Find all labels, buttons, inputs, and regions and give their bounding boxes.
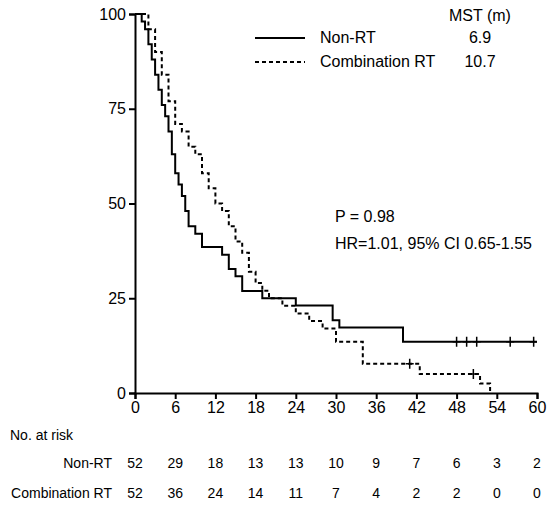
- censor-mark: [530, 337, 537, 347]
- at-risk-row-label: Non-RT: [63, 455, 112, 471]
- y-tick: 100: [99, 6, 135, 23]
- y-tick-mark: [129, 108, 135, 110]
- y-tick: 50: [108, 195, 135, 212]
- y-tick-label: 100: [99, 6, 126, 23]
- legend-swatch: [255, 37, 305, 39]
- x-tick: 48: [448, 393, 466, 416]
- y-tick-label: 75: [108, 100, 126, 117]
- x-tick-mark: [336, 393, 338, 399]
- at-risk-count: 11: [289, 485, 304, 501]
- x-tick: 54: [488, 393, 506, 416]
- x-tick-mark: [456, 393, 458, 399]
- x-tick-label: 12: [207, 399, 225, 416]
- x-tick: 36: [368, 393, 386, 416]
- x-tick: 12: [207, 393, 225, 416]
- at-risk-count: 29: [167, 455, 183, 471]
- y-tick-mark: [129, 298, 135, 300]
- annotations: P = 0.98 HR=1.01, 95% CI 0.65-1.55: [335, 208, 532, 252]
- x-tick-mark: [175, 393, 177, 399]
- legend-title: MST (m): [449, 7, 511, 24]
- x-tick-mark: [416, 393, 418, 399]
- y-axis: 0 25 50 75 100: [99, 6, 135, 402]
- at-risk-count: 0: [533, 485, 541, 501]
- censor-mark: [506, 337, 514, 347]
- censor-mark: [469, 369, 477, 379]
- at-risk-count: 2: [453, 485, 461, 501]
- y-tick-label: 25: [108, 290, 126, 307]
- annotation: P = 0.98: [335, 208, 395, 225]
- at-risk-title: No. at risk: [10, 427, 74, 443]
- x-axis-line: [136, 394, 538, 400]
- x-tick-label: 30: [328, 399, 346, 416]
- at-risk-count: 7: [332, 485, 340, 501]
- y-tick-mark: [129, 393, 135, 395]
- survival-curve: [135, 14, 490, 393]
- at-risk-count: 4: [372, 485, 380, 501]
- x-tick: 24: [287, 393, 305, 416]
- at-risk-count: 14: [248, 485, 264, 501]
- at-risk-table: No. at risk Non-RT 52 29 18 13 13 10 9 7 6 3 2 Combin…: [10, 427, 541, 501]
- at-risk-count: 3: [493, 455, 501, 471]
- x-tick-mark: [376, 393, 378, 399]
- x-tick: 0: [131, 393, 140, 416]
- legend: MST (m) Non-RT 6.9 Combination RT 10.7: [255, 7, 511, 70]
- censor-mark: [473, 337, 481, 347]
- y-axis-line: [129, 15, 136, 394]
- x-tick-mark: [537, 393, 539, 399]
- censor-mark: [463, 337, 471, 347]
- x-tick-label: 6: [171, 399, 180, 416]
- at-risk-count: 36: [167, 485, 183, 501]
- x-tick: 30: [328, 393, 346, 416]
- y-tick-mark: [129, 14, 135, 16]
- x-tick-label: 0: [131, 399, 140, 416]
- at-risk-count: 7: [413, 455, 421, 471]
- x-tick-mark: [255, 393, 257, 399]
- x-tick-mark: [496, 393, 498, 399]
- y-tick-mark: [129, 203, 135, 205]
- x-tick-label: 42: [408, 399, 426, 416]
- legend-swatch: [255, 61, 305, 63]
- x-tick-mark: [215, 393, 217, 399]
- chart: 025507510006121824303642485460MST (m)Non…: [0, 0, 550, 511]
- at-risk-row-label: Combination RT: [11, 485, 112, 501]
- y-tick-label: 0: [117, 385, 126, 402]
- x-tick: 60: [529, 393, 547, 416]
- y-tick: 75: [108, 100, 135, 117]
- legend-label: Non-RT: [320, 29, 376, 46]
- x-tick: 18: [247, 393, 265, 416]
- censor-mark: [406, 359, 414, 369]
- x-tick-mark: [295, 393, 297, 399]
- at-risk-count: 6: [453, 455, 461, 471]
- annotation: HR=1.01, 95% CI 0.65-1.55: [335, 235, 532, 252]
- at-risk-count: 0: [493, 485, 501, 501]
- at-risk-count: 18: [208, 455, 224, 471]
- x-tick-mark: [135, 393, 137, 399]
- at-risk-count: 24: [208, 485, 224, 501]
- plot-area: [135, 14, 537, 393]
- censor-mark: [453, 337, 461, 347]
- at-risk-count: 9: [372, 455, 380, 471]
- x-tick: 6: [171, 393, 180, 416]
- x-tick-label: 18: [247, 399, 265, 416]
- x-tick-label: 48: [448, 399, 466, 416]
- legend-mst: 6.9: [469, 29, 491, 46]
- at-risk-count: 2: [533, 455, 541, 471]
- at-risk-count: 10: [328, 455, 344, 471]
- y-tick-label: 50: [108, 195, 126, 212]
- x-tick: 42: [408, 393, 426, 416]
- legend-label: Combination RT: [320, 53, 436, 70]
- x-tick-label: 36: [368, 399, 386, 416]
- at-risk-count: 52: [127, 485, 143, 501]
- x-tick-label: 54: [488, 399, 506, 416]
- survival-curve: [135, 14, 537, 342]
- at-risk-count: 13: [248, 455, 264, 471]
- x-tick-label: 60: [529, 399, 547, 416]
- x-tick-label: 24: [287, 399, 305, 416]
- at-risk-count: 2: [413, 485, 421, 501]
- y-tick: 25: [108, 290, 135, 307]
- at-risk-count: 52: [127, 455, 143, 471]
- at-risk-count: 13: [288, 455, 304, 471]
- legend-mst: 10.7: [464, 53, 495, 70]
- x-axis: 0 6 12 18 24 30 36 42 48 54 60: [131, 393, 546, 416]
